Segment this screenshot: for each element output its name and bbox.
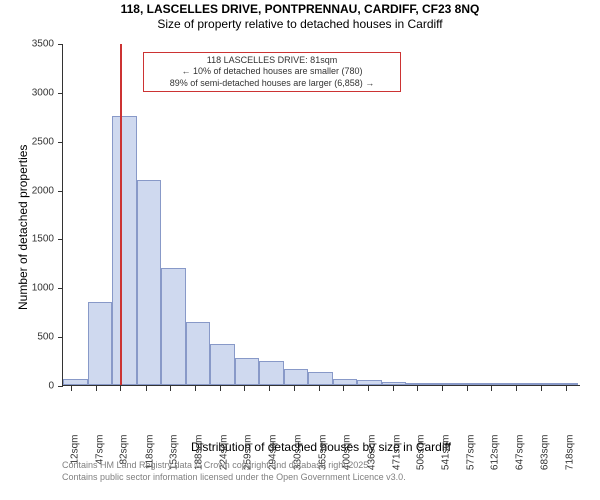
histogram-bar [480, 383, 505, 385]
histogram-bar [112, 116, 137, 385]
y-tick-label: 2000 [32, 185, 54, 196]
histogram-bar [431, 383, 456, 385]
x-tick-label: 718sqm [564, 435, 575, 479]
x-tick-mark [96, 386, 97, 391]
x-tick-mark [319, 386, 320, 391]
x-tick-mark [393, 386, 394, 391]
x-tick-label: 683sqm [540, 435, 551, 479]
x-tick-mark [368, 386, 369, 391]
histogram-bar [235, 358, 260, 385]
x-tick-mark [71, 386, 72, 391]
histogram-bar [63, 379, 88, 385]
attribution-text: Contains HM Land Registry data © Crown c… [62, 460, 406, 483]
x-tick-mark [195, 386, 196, 391]
x-tick-mark [120, 386, 121, 391]
x-tick-label: 541sqm [440, 435, 451, 479]
annotation-line-2: ← 10% of detached houses are smaller (78… [148, 66, 396, 77]
histogram-bar [529, 383, 554, 385]
y-tick-label: 500 [37, 332, 54, 343]
histogram-bar [210, 344, 235, 385]
x-tick-mark [417, 386, 418, 391]
y-tick-mark [58, 288, 63, 289]
annotation-box: 118 LASCELLES DRIVE: 81sqm← 10% of detac… [143, 52, 401, 92]
plot-area: 050010001500200025003000350012sqm47sqm82… [62, 44, 580, 386]
x-tick-mark [343, 386, 344, 391]
figure: 118, LASCELLES DRIVE, PONTPRENNAU, CARDI… [0, 0, 600, 500]
x-tick-mark [170, 386, 171, 391]
x-tick-label: 647sqm [514, 435, 525, 479]
y-tick-label: 3500 [32, 39, 54, 50]
y-tick-mark [58, 239, 63, 240]
histogram-bar [357, 380, 382, 385]
x-tick-mark [269, 386, 270, 391]
histogram-bar [553, 383, 578, 385]
chart-title: 118, LASCELLES DRIVE, PONTPRENNAU, CARDI… [0, 2, 600, 32]
y-axis-label: Number of detached properties [16, 145, 30, 310]
histogram-bar [504, 383, 529, 385]
histogram-bar [308, 372, 333, 385]
x-tick-mark [146, 386, 147, 391]
histogram-bar [186, 322, 211, 386]
x-tick-mark [566, 386, 567, 391]
histogram-bar [455, 383, 480, 385]
histogram-bar [284, 369, 309, 385]
x-tick-label: 577sqm [465, 435, 476, 479]
property-marker-line [120, 44, 122, 385]
histogram-bar [161, 268, 186, 385]
x-tick-mark [516, 386, 517, 391]
x-tick-mark [491, 386, 492, 391]
x-tick-mark [220, 386, 221, 391]
y-tick-label: 1500 [32, 234, 54, 245]
x-tick-mark [244, 386, 245, 391]
annotation-line-1: 118 LASCELLES DRIVE: 81sqm [148, 55, 396, 66]
x-tick-mark [467, 386, 468, 391]
attribution-line-2: Contains public sector information licen… [62, 472, 406, 484]
y-tick-mark [58, 386, 63, 387]
y-tick-mark [58, 191, 63, 192]
x-tick-label: 612sqm [490, 435, 501, 479]
y-tick-mark [58, 337, 63, 338]
x-tick-mark [294, 386, 295, 391]
x-tick-mark [541, 386, 542, 391]
histogram-bar [406, 383, 431, 385]
y-tick-label: 0 [48, 381, 54, 392]
x-tick-label: 506sqm [416, 435, 427, 479]
histogram-bar [88, 302, 113, 385]
y-tick-label: 1000 [32, 283, 54, 294]
y-tick-mark [58, 93, 63, 94]
histogram-bar [259, 361, 284, 385]
attribution-line-1: Contains HM Land Registry data © Crown c… [62, 460, 406, 472]
title-line-1: 118, LASCELLES DRIVE, PONTPRENNAU, CARDI… [0, 2, 600, 17]
y-tick-mark [58, 142, 63, 143]
y-tick-label: 3000 [32, 87, 54, 98]
histogram-bar [137, 180, 162, 385]
histogram-bar [333, 379, 358, 385]
y-tick-label: 2500 [32, 136, 54, 147]
y-tick-mark [58, 44, 63, 45]
histogram-bar [382, 382, 407, 385]
annotation-line-3: 89% of semi-detached houses are larger (… [148, 78, 396, 89]
title-line-2: Size of property relative to detached ho… [0, 17, 600, 32]
x-tick-mark [442, 386, 443, 391]
